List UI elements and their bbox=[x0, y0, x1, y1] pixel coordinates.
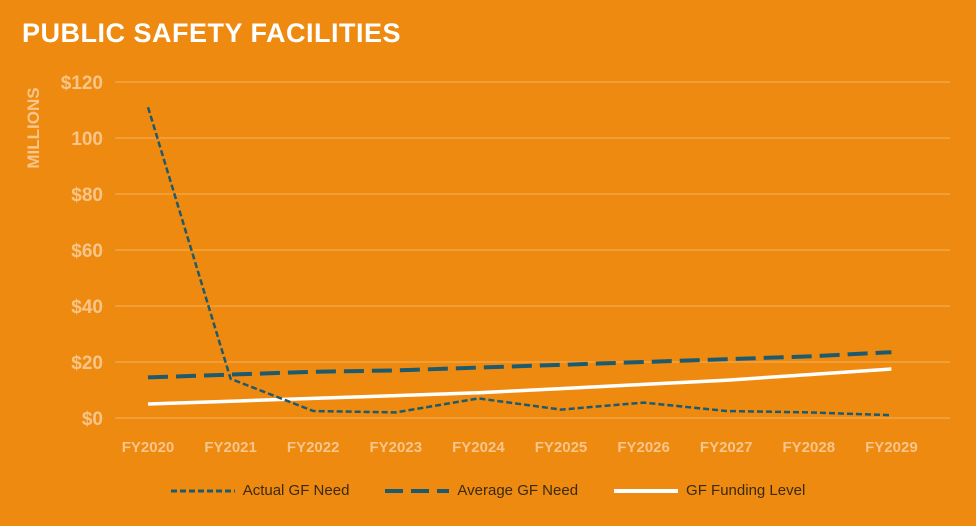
series-line-actual-gf-need bbox=[146, 106, 892, 417]
x-tick-label: FY2024 bbox=[452, 439, 505, 456]
x-tick-label: FY2029 bbox=[865, 439, 918, 456]
legend-swatch-average bbox=[385, 488, 450, 493]
y-axis-title: MILLIONS bbox=[24, 87, 43, 168]
x-tick-label: FY2027 bbox=[700, 439, 753, 456]
legend-swatch-funding bbox=[614, 488, 679, 493]
x-tick-label: FY2020 bbox=[122, 439, 175, 456]
x-tick-label: FY2021 bbox=[204, 439, 257, 456]
legend: Actual GF Need Average GF Need GF Fundin… bbox=[0, 482, 976, 499]
y-tick-label: $120 bbox=[61, 73, 103, 94]
x-tick-label: FY2025 bbox=[535, 439, 588, 456]
legend-swatch-actual bbox=[170, 489, 235, 492]
y-tick-label: $80 bbox=[71, 185, 103, 206]
x-tick-label: FY2023 bbox=[370, 439, 423, 456]
y-tick-label: $60 bbox=[71, 241, 103, 262]
x-tick-label: FY2026 bbox=[617, 439, 670, 456]
y-tick-label: $40 bbox=[71, 297, 103, 318]
y-tick-label: $20 bbox=[71, 353, 103, 374]
series-line-gf-funding-level bbox=[147, 367, 892, 406]
x-tick-label: FY2028 bbox=[783, 439, 836, 456]
legend-item-actual: Actual GF Need bbox=[170, 482, 350, 499]
legend-item-funding: GF Funding Level bbox=[614, 482, 805, 499]
x-tick-label: FY2022 bbox=[287, 439, 340, 456]
chart-title: PUBLIC SAFETY FACILITIES bbox=[22, 18, 402, 48]
series-line-average-gf-need bbox=[147, 350, 892, 380]
legend-label-funding: GF Funding Level bbox=[686, 482, 806, 499]
legend-label-average: Average GF Need bbox=[457, 482, 579, 499]
y-tick-label: $0 bbox=[82, 409, 103, 430]
legend-item-average: Average GF Need bbox=[385, 482, 578, 499]
legend-label-actual: Actual GF Need bbox=[242, 482, 350, 499]
y-tick-label: 100 bbox=[71, 129, 103, 150]
